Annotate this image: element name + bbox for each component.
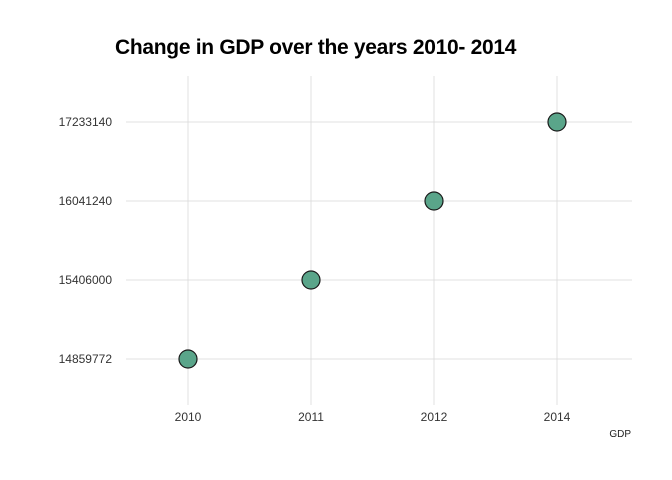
y-axis-tick-labels: 14859772 15406000 16041240 17233140 (59, 115, 113, 366)
x-tick-label: 2014 (544, 410, 571, 424)
x-tick-label: 2011 (298, 410, 324, 424)
x-tick-label: 2010 (175, 410, 202, 424)
x-axis-tick-labels: 2010 2011 2012 2014 (175, 410, 571, 424)
grid-layer (126, 76, 632, 405)
y-tick-label: 16041240 (59, 194, 113, 208)
data-point (178, 349, 198, 369)
data-point (424, 191, 444, 211)
x-tick-label: 2012 (421, 410, 448, 424)
chart-title: Change in GDP over the years 2010- 2014 (115, 36, 517, 59)
y-tick-label: 15406000 (59, 273, 113, 287)
data-points (178, 112, 567, 369)
data-point (547, 112, 567, 132)
data-point (301, 270, 321, 290)
caption: GDP (609, 429, 631, 440)
y-tick-label: 17233140 (59, 115, 113, 129)
y-tick-label: 14859772 (59, 352, 113, 366)
